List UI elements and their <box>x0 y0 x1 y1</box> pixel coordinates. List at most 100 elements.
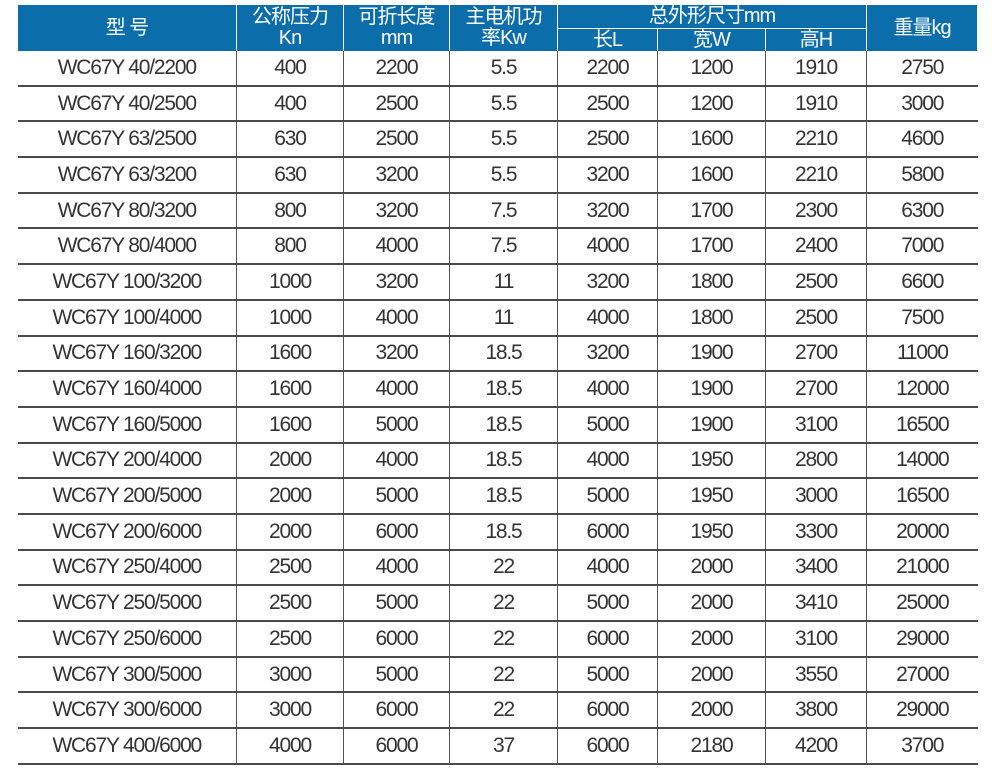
cell-model: WC67Y 63/3200 <box>17 157 237 194</box>
cell-power: 5.5 <box>449 51 558 87</box>
cell-dim-w: 1800 <box>657 264 766 301</box>
cell-pressure: 1000 <box>236 299 344 337</box>
table-row: WC67Y 40/2500 400 2500 5.5 2500 1200 1910 3000 <box>17 85 978 123</box>
header-length: 可折长度 mm <box>343 5 450 51</box>
cell-weight: 21000 <box>866 549 978 587</box>
cell-dim-l: 4000 <box>557 228 658 266</box>
cell-weight: 27000 <box>866 656 978 694</box>
header-weight: 重量kg <box>866 5 979 51</box>
cell-dim-w: 1900 <box>657 335 766 373</box>
cell-pressure: 400 <box>236 85 344 123</box>
table-row: WC67Y 250/6000 2500 6000 22 6000 2000 3100 2900… <box>17 621 978 658</box>
cell-length: 3200 <box>343 157 450 194</box>
table-row: WC67Y 80/3200 800 3200 7.5 3200 1700 2300 6300 <box>17 192 978 230</box>
cell-length: 2200 <box>343 51 450 87</box>
cell-length: 3200 <box>343 264 450 301</box>
cell-length: 2500 <box>343 121 450 159</box>
cell-weight: 16500 <box>866 406 978 444</box>
cell-length: 5000 <box>343 406 450 444</box>
cell-power: 7.5 <box>449 192 558 230</box>
cell-weight: 4600 <box>866 121 978 159</box>
cell-model: WC67Y 200/6000 <box>17 513 237 551</box>
cell-dim-h: 3300 <box>764 513 867 551</box>
cell-pressure: 1600 <box>236 371 344 408</box>
table-row: WC67Y 160/5000 1600 5000 18.5 5000 1900 3100 16… <box>17 406 978 444</box>
cell-weight: 3000 <box>866 85 978 123</box>
cell-pressure: 2500 <box>236 549 344 587</box>
cell-weight: 3700 <box>866 728 978 765</box>
cell-dim-w: 2000 <box>657 585 766 622</box>
table-row: WC67Y 80/4000 800 4000 7.5 4000 1700 2400 7000 <box>17 228 978 266</box>
spec-table: 型 号 公称压力 Kn 可折长度 mm 主电机功 率Kw 总外形尺寸mm 重量kg 长… <box>17 5 979 765</box>
table-row: WC67Y 400/6000 4000 6000 37 6000 2180 4200 3700 <box>17 728 978 765</box>
cell-model: WC67Y 250/5000 <box>17 585 237 622</box>
cell-weight: 7000 <box>866 228 978 266</box>
cell-weight: 16500 <box>866 478 978 515</box>
table-row: WC67Y 200/6000 2000 6000 18.5 6000 1950 3300 20… <box>17 513 978 551</box>
cell-power: 22 <box>449 692 558 730</box>
cell-dim-l: 4000 <box>557 299 658 337</box>
cell-dim-h: 3000 <box>764 478 867 515</box>
cell-power: 37 <box>449 728 558 765</box>
cell-dim-w: 1950 <box>657 442 766 480</box>
cell-dim-w: 1600 <box>657 157 766 194</box>
table-row: WC67Y 100/3200 1000 3200 11 3200 1800 2500 6600 <box>17 264 978 301</box>
cell-pressure: 2500 <box>236 585 344 622</box>
cell-length: 2500 <box>343 85 450 123</box>
cell-power: 22 <box>449 549 558 587</box>
cell-length: 6000 <box>343 621 450 658</box>
cell-model: WC67Y 250/6000 <box>17 621 237 658</box>
header-dim-l: 长L <box>557 28 658 51</box>
cell-dim-l: 4000 <box>557 371 658 408</box>
cell-pressure: 1600 <box>236 406 344 444</box>
cell-dim-l: 6000 <box>557 513 658 551</box>
cell-power: 5.5 <box>449 85 558 123</box>
header-dim-w: 宽W <box>657 28 766 51</box>
cell-dim-w: 2000 <box>657 656 766 694</box>
cell-length: 6000 <box>343 728 450 765</box>
cell-dim-l: 4000 <box>557 442 658 480</box>
cell-dim-w: 2000 <box>657 549 766 587</box>
cell-model: WC67Y 100/3200 <box>17 264 237 301</box>
cell-dim-l: 4000 <box>557 549 658 587</box>
cell-dim-l: 5000 <box>557 585 658 622</box>
cell-pressure: 2000 <box>236 442 344 480</box>
cell-dim-l: 3200 <box>557 157 658 194</box>
cell-length: 3200 <box>343 335 450 373</box>
table-row: WC67Y 100/4000 1000 4000 11 4000 1800 2500 7500 <box>17 299 978 337</box>
cell-weight: 11000 <box>866 335 978 373</box>
cell-dim-w: 1950 <box>657 513 766 551</box>
cell-dim-h: 2400 <box>764 228 867 266</box>
cell-power: 18.5 <box>449 478 558 515</box>
cell-weight: 29000 <box>866 621 978 658</box>
cell-pressure: 4000 <box>236 728 344 765</box>
cell-dim-h: 2700 <box>764 371 867 408</box>
cell-length: 5000 <box>343 656 450 694</box>
cell-dim-l: 2200 <box>557 51 658 87</box>
cell-dim-h: 3100 <box>764 406 867 444</box>
cell-length: 4000 <box>343 442 450 480</box>
cell-weight: 12000 <box>866 371 978 408</box>
cell-dim-w: 2180 <box>657 728 766 765</box>
cell-model: WC67Y 80/4000 <box>17 228 237 266</box>
table-row: WC67Y 300/5000 3000 5000 22 5000 2000 3550 2700… <box>17 656 978 694</box>
cell-power: 11 <box>449 299 558 337</box>
cell-weight: 2750 <box>866 51 978 87</box>
cell-dim-l: 5000 <box>557 406 658 444</box>
cell-dim-h: 3400 <box>764 549 867 587</box>
cell-model: WC67Y 300/6000 <box>17 692 237 730</box>
cell-weight: 25000 <box>866 585 978 622</box>
header-dimensions: 总外形尺寸mm <box>556 5 868 29</box>
cell-pressure: 800 <box>236 228 344 266</box>
cell-model: WC67Y 200/4000 <box>17 442 237 480</box>
cell-pressure: 630 <box>236 157 344 194</box>
cell-model: WC67Y 160/4000 <box>17 371 237 408</box>
cell-power: 22 <box>449 585 558 622</box>
cell-dim-w: 1700 <box>657 228 766 266</box>
cell-pressure: 1000 <box>236 264 344 301</box>
cell-dim-h: 3100 <box>764 621 867 658</box>
table-row: WC67Y 200/4000 2000 4000 18.5 4000 1950 2800 14… <box>17 442 978 480</box>
table-row: WC67Y 300/6000 3000 6000 22 6000 2000 3800 2900… <box>17 692 978 730</box>
cell-dim-l: 6000 <box>557 692 658 730</box>
cell-dim-h: 1910 <box>764 85 867 123</box>
